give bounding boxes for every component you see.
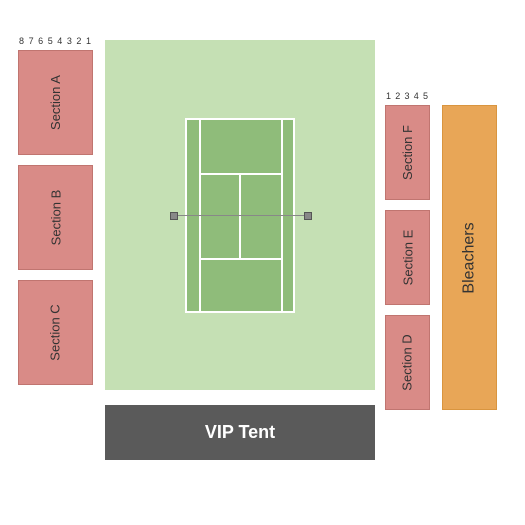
section-label: Section E (400, 230, 415, 286)
vip-tent[interactable]: VIP Tent (105, 405, 375, 460)
net-line (173, 215, 307, 216)
section-label: Section A (48, 75, 63, 130)
bleachers-label: Bleachers (461, 222, 479, 293)
seat-number: 5 (48, 36, 53, 46)
seat-number: 2 (395, 91, 400, 101)
seat-number: 8 (19, 36, 24, 46)
seat-number: 6 (38, 36, 43, 46)
net-post (170, 212, 178, 220)
section-label: Section D (400, 334, 415, 390)
vip-label: VIP Tent (205, 422, 275, 443)
seating-section-e[interactable]: Section E (385, 210, 430, 305)
net-post (304, 212, 312, 220)
seating-section-b[interactable]: Section B (18, 165, 93, 270)
seat-number: 4 (414, 91, 419, 101)
seat-number: 3 (67, 36, 72, 46)
seat-number: 3 (405, 91, 410, 101)
seating-section-f[interactable]: Section F (385, 105, 430, 200)
seat-number: 1 (86, 36, 91, 46)
section-label: Section F (400, 125, 415, 180)
section-label: Section C (48, 304, 63, 360)
seating-section-a[interactable]: Section A (18, 50, 93, 155)
seat-number: 1 (386, 91, 391, 101)
bleachers[interactable]: Bleachers (442, 105, 497, 410)
seating-section-c[interactable]: Section C (18, 280, 93, 385)
seat-number: 4 (57, 36, 62, 46)
section-label: Section B (48, 190, 63, 246)
seat-number: 7 (29, 36, 34, 46)
seating-section-d[interactable]: Section D (385, 315, 430, 410)
seat-number: 5 (423, 91, 428, 101)
seat-number: 2 (76, 36, 81, 46)
